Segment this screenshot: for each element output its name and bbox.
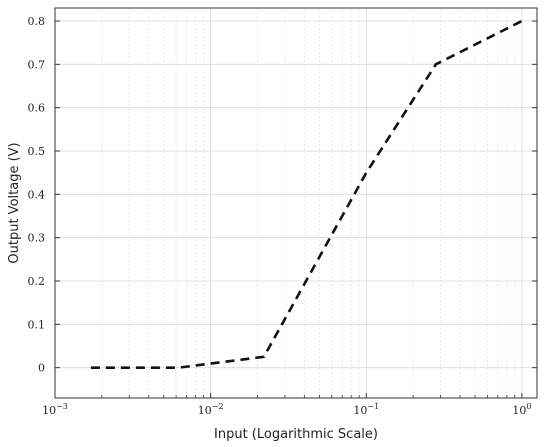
- x-tick-label: 10−2: [198, 402, 224, 417]
- x-axis-ticks: 10−3 10−2 10−1 100: [42, 393, 531, 417]
- y-tick-label: 0.3: [28, 232, 46, 245]
- y-tick-label: 0.5: [28, 145, 46, 158]
- y-tick-label: 0.8: [28, 15, 46, 28]
- x-tick-label: 10−1: [353, 402, 379, 417]
- x-tick-label: 10−3: [42, 402, 68, 417]
- x-axis-label: Input (Logarithmic Scale): [214, 427, 378, 442]
- y-axis-ticks: 0 0.1 0.2 0.3 0.4 0.5 0.6 0.7 0.8: [28, 15, 537, 375]
- y-tick-label: 0.6: [28, 102, 46, 115]
- y-tick-label: 0.7: [28, 58, 46, 71]
- x-tick-label: 100: [512, 402, 531, 417]
- y-tick-label: 0.4: [28, 188, 46, 201]
- series-line: [90, 19, 523, 370]
- y-tick-label: 0.1: [28, 318, 46, 331]
- y-tick-label: 0.2: [28, 275, 46, 288]
- series-layer: [90, 19, 523, 370]
- plot-frame: [54, 7, 538, 399]
- y-tick-label: 0: [38, 362, 45, 375]
- y-axis-label: Output Voltage (V): [7, 142, 22, 263]
- grid: [54, 8, 537, 398]
